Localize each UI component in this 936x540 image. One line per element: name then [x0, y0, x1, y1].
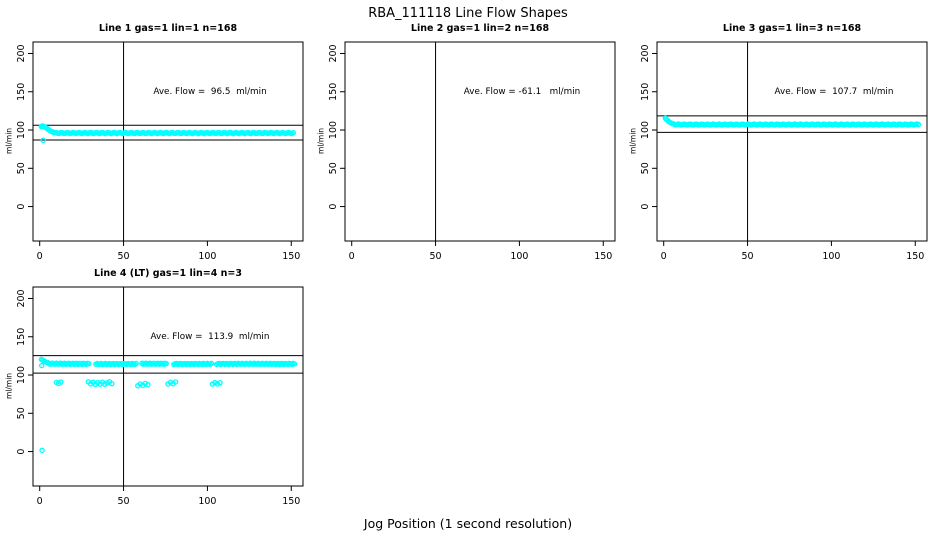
reference-lines — [657, 42, 927, 241]
x-tick-label: 100 — [198, 496, 216, 507]
ave-flow-annotation: Ave. Flow = 96.5 ml/min — [153, 87, 267, 97]
y-tick-label: 0 — [16, 204, 27, 210]
tick-labels: 0 50 100 150 0 50 100 150 200 — [16, 44, 300, 262]
y-tick-label: 100 — [640, 121, 651, 139]
x-tick-label: 150 — [282, 496, 300, 507]
axes — [340, 41, 616, 246]
data-points — [38, 356, 298, 454]
x-tick-label: 100 — [198, 251, 216, 262]
x-tick-label: 50 — [742, 251, 754, 262]
axes — [28, 41, 304, 246]
x-tick-label: 50 — [118, 251, 130, 262]
plot-canvas: 0 50 100 150 0 50 100 150 200 — [640, 41, 928, 262]
x-axis-label: Jog Position (1 second resolution) — [363, 516, 573, 531]
data-points — [38, 123, 297, 144]
subplot-title: Line 1 gas=1 lin=1 n=168 — [98, 23, 238, 34]
subplot-title: Line 4 (LT) gas=1 lin=4 n=3 — [94, 268, 242, 279]
data-points — [662, 115, 922, 128]
x-tick-label: 50 — [430, 251, 442, 262]
ave-flow-annotation: Ave. Flow = 113.9 ml/min — [150, 332, 270, 342]
ave-flow-annotation: Ave. Flow = 107.7 ml/min — [774, 87, 894, 97]
tick-labels: 0 50 100 150 0 50 100 150 200 — [640, 44, 924, 262]
y-tick-label: 0 — [640, 204, 651, 210]
x-tick-label: 100 — [510, 251, 528, 262]
tick-labels: 0 50 100 150 0 50 100 150 200 — [16, 289, 300, 507]
x-tick-label: 0 — [37, 251, 43, 262]
y-tick-label: 50 — [640, 162, 651, 174]
axes — [28, 286, 304, 491]
x-tick-label: 150 — [906, 251, 924, 262]
reference-lines — [33, 42, 303, 241]
x-tick-label: 50 — [118, 496, 130, 507]
x-tick-label: 150 — [282, 251, 300, 262]
y-tick-label: 150 — [16, 328, 27, 346]
subplot-title: Line 3 gas=1 lin=3 n=168 — [722, 23, 862, 34]
figure-title: RBA_111118 Line Flow Shapes — [368, 6, 568, 21]
x-tick-label: 0 — [661, 251, 667, 262]
axes — [652, 41, 928, 246]
y-tick-label: 100 — [16, 121, 27, 139]
plot-canvas: 0 50 100 150 0 50 100 150 200 — [328, 41, 616, 262]
y-tick-label: 200 — [16, 44, 27, 62]
y-tick-label: 100 — [328, 121, 339, 139]
x-tick-label: 0 — [37, 496, 43, 507]
y-tick-label: 100 — [16, 366, 27, 384]
subplot-line-3: Line 3 gas=1 lin=3 n=168 Ave. Flow = 107… — [624, 0, 936, 270]
ave-flow-annotation: Ave. Flow = -61.1 ml/min — [463, 87, 581, 97]
subplot-line-2: Line 2 gas=1 lin=2 n=168 Ave. Flow = -61… — [312, 0, 624, 270]
subplot-line-4: Line 4 (LT) gas=1 lin=4 n=3 Ave. Flow = … — [0, 245, 312, 515]
y-tick-label: 50 — [16, 162, 27, 174]
y-tick-label: 50 — [328, 162, 339, 174]
y-tick-label: 200 — [328, 44, 339, 62]
y-tick-label: 150 — [16, 83, 27, 101]
x-tick-label: 150 — [594, 251, 612, 262]
y-tick-label: 150 — [328, 83, 339, 101]
x-tick-label: 100 — [822, 251, 840, 262]
y-tick-label: 200 — [640, 44, 651, 62]
subplot-line-1: Line 1 gas=1 lin=1 n=168 Ave. Flow = 96.… — [0, 0, 312, 270]
reference-lines — [33, 287, 303, 486]
x-tick-label: 0 — [349, 251, 355, 262]
subplot-title: Line 2 gas=1 lin=2 n=168 — [410, 23, 550, 34]
y-tick-label: 200 — [16, 289, 27, 307]
plot-canvas: 0 50 100 150 0 50 100 150 200 — [16, 286, 304, 507]
y-tick-label: 150 — [640, 83, 651, 101]
y-tick-label: 50 — [16, 407, 27, 419]
tick-labels: 0 50 100 150 0 50 100 150 200 — [328, 44, 612, 262]
plot-canvas: 0 50 100 150 0 50 100 150 200 — [16, 41, 304, 262]
y-tick-label: 0 — [328, 204, 339, 210]
y-tick-label: 0 — [16, 449, 27, 455]
